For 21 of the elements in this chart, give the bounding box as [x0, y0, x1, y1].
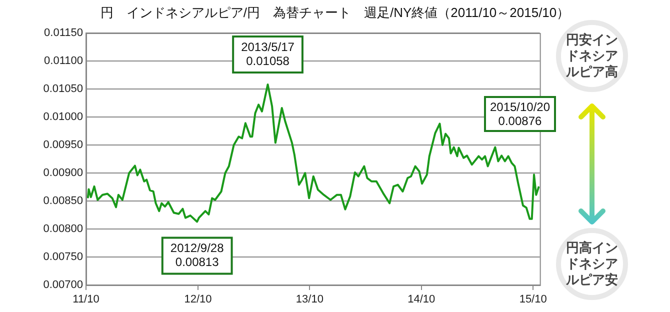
x-tick-label: 14/10: [408, 294, 436, 306]
y-tick-label: 0.00850: [43, 195, 83, 208]
x-tick-label: 13/10: [296, 294, 324, 306]
annotation: 2013/5/17 0.01058: [241, 40, 295, 68]
y-tick-label: 0.01100: [44, 55, 83, 68]
x-tick-label: 12/10: [184, 294, 212, 306]
y-tick-label: 0.00900: [43, 167, 83, 180]
chart-title: 円 インドネシアルピア/円 為替チャート 週足/NY終値（2011/10～2015/10）: [99, 4, 571, 22]
y-tick-label: 0.00950: [43, 139, 83, 152]
annotation: 2012/9/28 0.00813: [170, 241, 224, 270]
text: 円安インドネシアルピア高: [565, 32, 619, 80]
y-tick-label: 0.01050: [43, 83, 83, 96]
y-tick-label: 0.00700: [43, 279, 83, 292]
text: 円高インドネシアルピア安: [565, 240, 619, 288]
y-tick-label: 0.01150: [44, 27, 83, 40]
y-tick-label: 0.00800: [43, 223, 83, 236]
y-tick-label: 0.00750: [43, 251, 83, 264]
x-tick-label: 11/10: [72, 294, 100, 306]
annotation: 2015/10/20 0.00876: [484, 96, 556, 132]
x-tick-label: 15/10: [519, 294, 547, 306]
y-tick-label: 0.01000: [43, 111, 83, 124]
